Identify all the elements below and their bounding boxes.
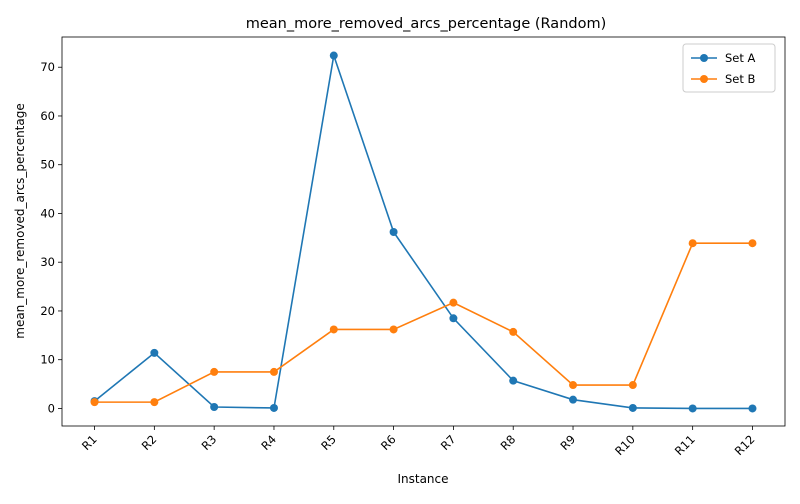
x-tick-label: R9: [557, 432, 578, 453]
legend-marker-set-b: [700, 75, 708, 83]
series-line-set-b: [94, 242, 753, 403]
data-point-set-a: [748, 404, 757, 413]
chart-title: mean_more_removed_arcs_percentage (Rando…: [246, 16, 607, 32]
x-tick-label: R4: [258, 432, 279, 453]
x-tick-label: R5: [318, 432, 339, 453]
data-point-set-b: [150, 398, 159, 407]
data-point-set-a: [329, 51, 338, 60]
x-tick-label: R12: [732, 432, 758, 458]
legend-label-set-a: Set A: [725, 51, 756, 65]
y-tick-label: 40: [40, 206, 55, 220]
y-tick-label: 30: [40, 255, 55, 269]
y-tick-label: 0: [48, 401, 55, 415]
x-tick-label: R8: [498, 432, 519, 453]
data-point-set-a: [509, 376, 518, 385]
data-point-set-a: [449, 314, 458, 323]
x-tick-label: R3: [199, 432, 220, 453]
legend: Set A Set B: [682, 43, 776, 93]
legend-marker-set-a: [700, 54, 708, 62]
data-point-set-a: [389, 227, 398, 236]
x-tick-label: R2: [139, 432, 160, 453]
y-tick-label: 50: [40, 158, 55, 172]
y-tick-label: 60: [40, 109, 55, 123]
data-point-set-b: [748, 239, 757, 248]
data-point-set-b: [628, 381, 637, 390]
data-point-set-a: [688, 404, 697, 413]
plot-area: 0 10 20 30 40 50 60 70 R1 R2 R3 R4 R5 R6 R7 R8 R9 R10 R11 R…: [40, 36, 786, 458]
data-point-set-a: [210, 402, 219, 411]
x-tick-label: R11: [672, 432, 698, 458]
data-point-set-b: [90, 398, 99, 407]
x-axis-label: Instance: [397, 472, 448, 486]
data-point-set-a: [628, 403, 637, 412]
x-tick-label: R6: [378, 432, 399, 453]
data-point-set-b: [688, 239, 697, 248]
data-point-set-b: [449, 298, 458, 307]
x-tick-label: R1: [79, 432, 100, 453]
y-tick-label: 70: [40, 60, 55, 74]
x-tick-label: R7: [438, 432, 459, 453]
data-point-set-a: [269, 403, 278, 412]
data-point-set-b: [569, 381, 578, 390]
legend-label-set-b: Set B: [725, 72, 756, 86]
data-point-set-b: [210, 367, 219, 376]
data-point-set-b: [269, 367, 278, 376]
data-point-set-b: [389, 325, 398, 334]
y-tick-label: 10: [40, 353, 55, 367]
y-tick-label: 20: [40, 304, 55, 318]
data-point-set-b: [329, 325, 338, 334]
x-tick-label: R10: [612, 432, 638, 458]
data-point-set-b: [509, 327, 518, 336]
data-point-set-a: [569, 395, 578, 404]
series-line-set-a: [94, 55, 753, 410]
axes-frame: [61, 36, 786, 427]
y-axis-label: mean_more_removed_arcs_percentage: [13, 103, 27, 339]
data-point-set-a: [150, 348, 159, 357]
